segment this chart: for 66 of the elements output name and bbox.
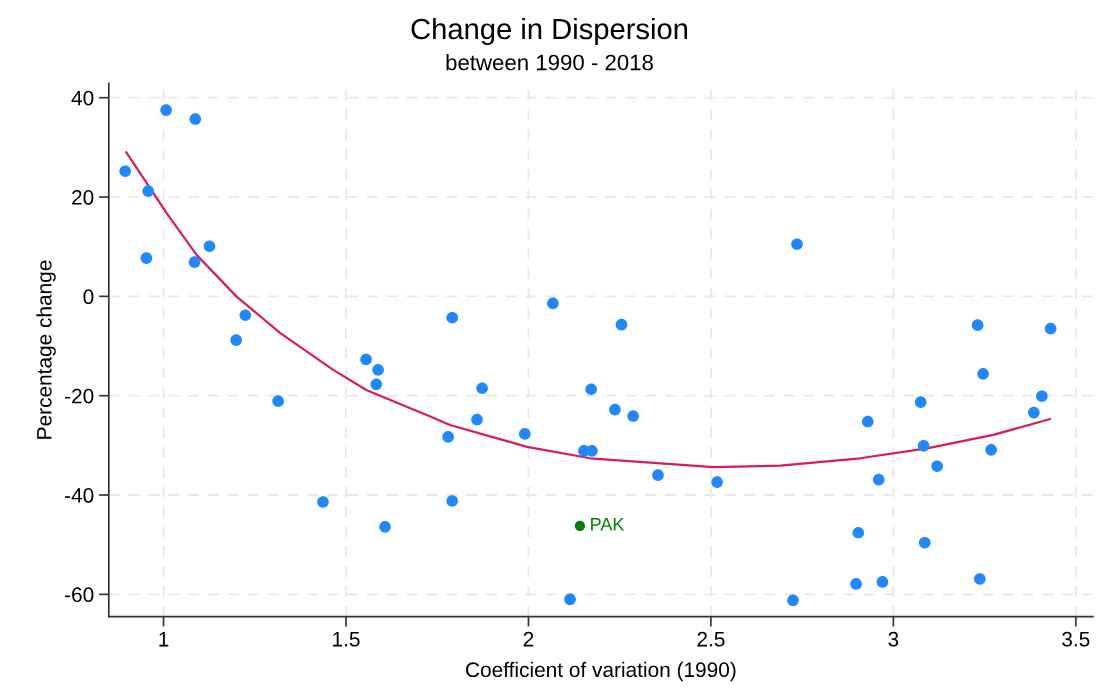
point [917, 440, 930, 452]
point [188, 256, 201, 268]
point [379, 521, 391, 533]
point [914, 396, 927, 408]
point [615, 318, 628, 331]
point [609, 403, 621, 416]
point [791, 238, 803, 251]
y-tick-label: 40 [71, 90, 94, 106]
point [140, 252, 153, 264]
point [547, 297, 559, 310]
point [974, 573, 986, 585]
point [442, 431, 454, 443]
point [119, 165, 132, 178]
y-tick-label: -20 [65, 388, 94, 404]
point [985, 444, 997, 456]
y-tick-label: -40 [65, 488, 94, 503]
chart-title: Change in Dispersion [411, 17, 688, 46]
point [931, 460, 943, 473]
x-tick-label: 1.5 [333, 632, 360, 647]
point [918, 536, 931, 549]
x-tick-label: 2 [523, 631, 534, 647]
point [627, 410, 639, 422]
point [360, 353, 372, 366]
point [370, 378, 383, 391]
point [160, 104, 172, 116]
point [652, 469, 664, 481]
point [872, 473, 885, 486]
x-tick-label: 3.5 [1062, 631, 1090, 647]
x-tick-label: 1 [159, 632, 169, 647]
y-tick-label: 0 [83, 289, 94, 305]
point [787, 594, 799, 607]
point [1036, 390, 1048, 402]
point [876, 576, 889, 588]
point [446, 495, 458, 507]
point [1028, 406, 1040, 419]
point [711, 476, 723, 488]
point [203, 240, 216, 253]
point [446, 311, 458, 324]
point [1044, 322, 1057, 335]
point [272, 395, 284, 407]
point [476, 382, 488, 395]
y-axis-title: Percentage change [36, 260, 56, 439]
point [977, 368, 989, 380]
point [971, 319, 984, 331]
point [850, 578, 862, 590]
x-tick-label: 2.5 [697, 631, 725, 647]
point [230, 334, 242, 346]
point [372, 364, 384, 376]
x-axis-title: Coefficient of variation (1990) [466, 661, 736, 682]
point [317, 496, 329, 508]
line-series [125, 151, 1052, 469]
point [564, 593, 576, 606]
y-tick-label: 20 [72, 190, 94, 205]
chart-subtitle: between 1990 - 2018 [446, 54, 653, 71]
point [862, 415, 874, 428]
point [852, 526, 865, 539]
point [142, 185, 155, 197]
point [518, 428, 531, 440]
point [471, 413, 483, 426]
y-tick-label: -60 [65, 587, 94, 603]
point [239, 309, 252, 322]
point [574, 520, 586, 531]
point [585, 383, 598, 396]
x-tick-label: 3 [888, 631, 899, 647]
series-label: PAK [591, 518, 625, 531]
point [189, 113, 202, 125]
